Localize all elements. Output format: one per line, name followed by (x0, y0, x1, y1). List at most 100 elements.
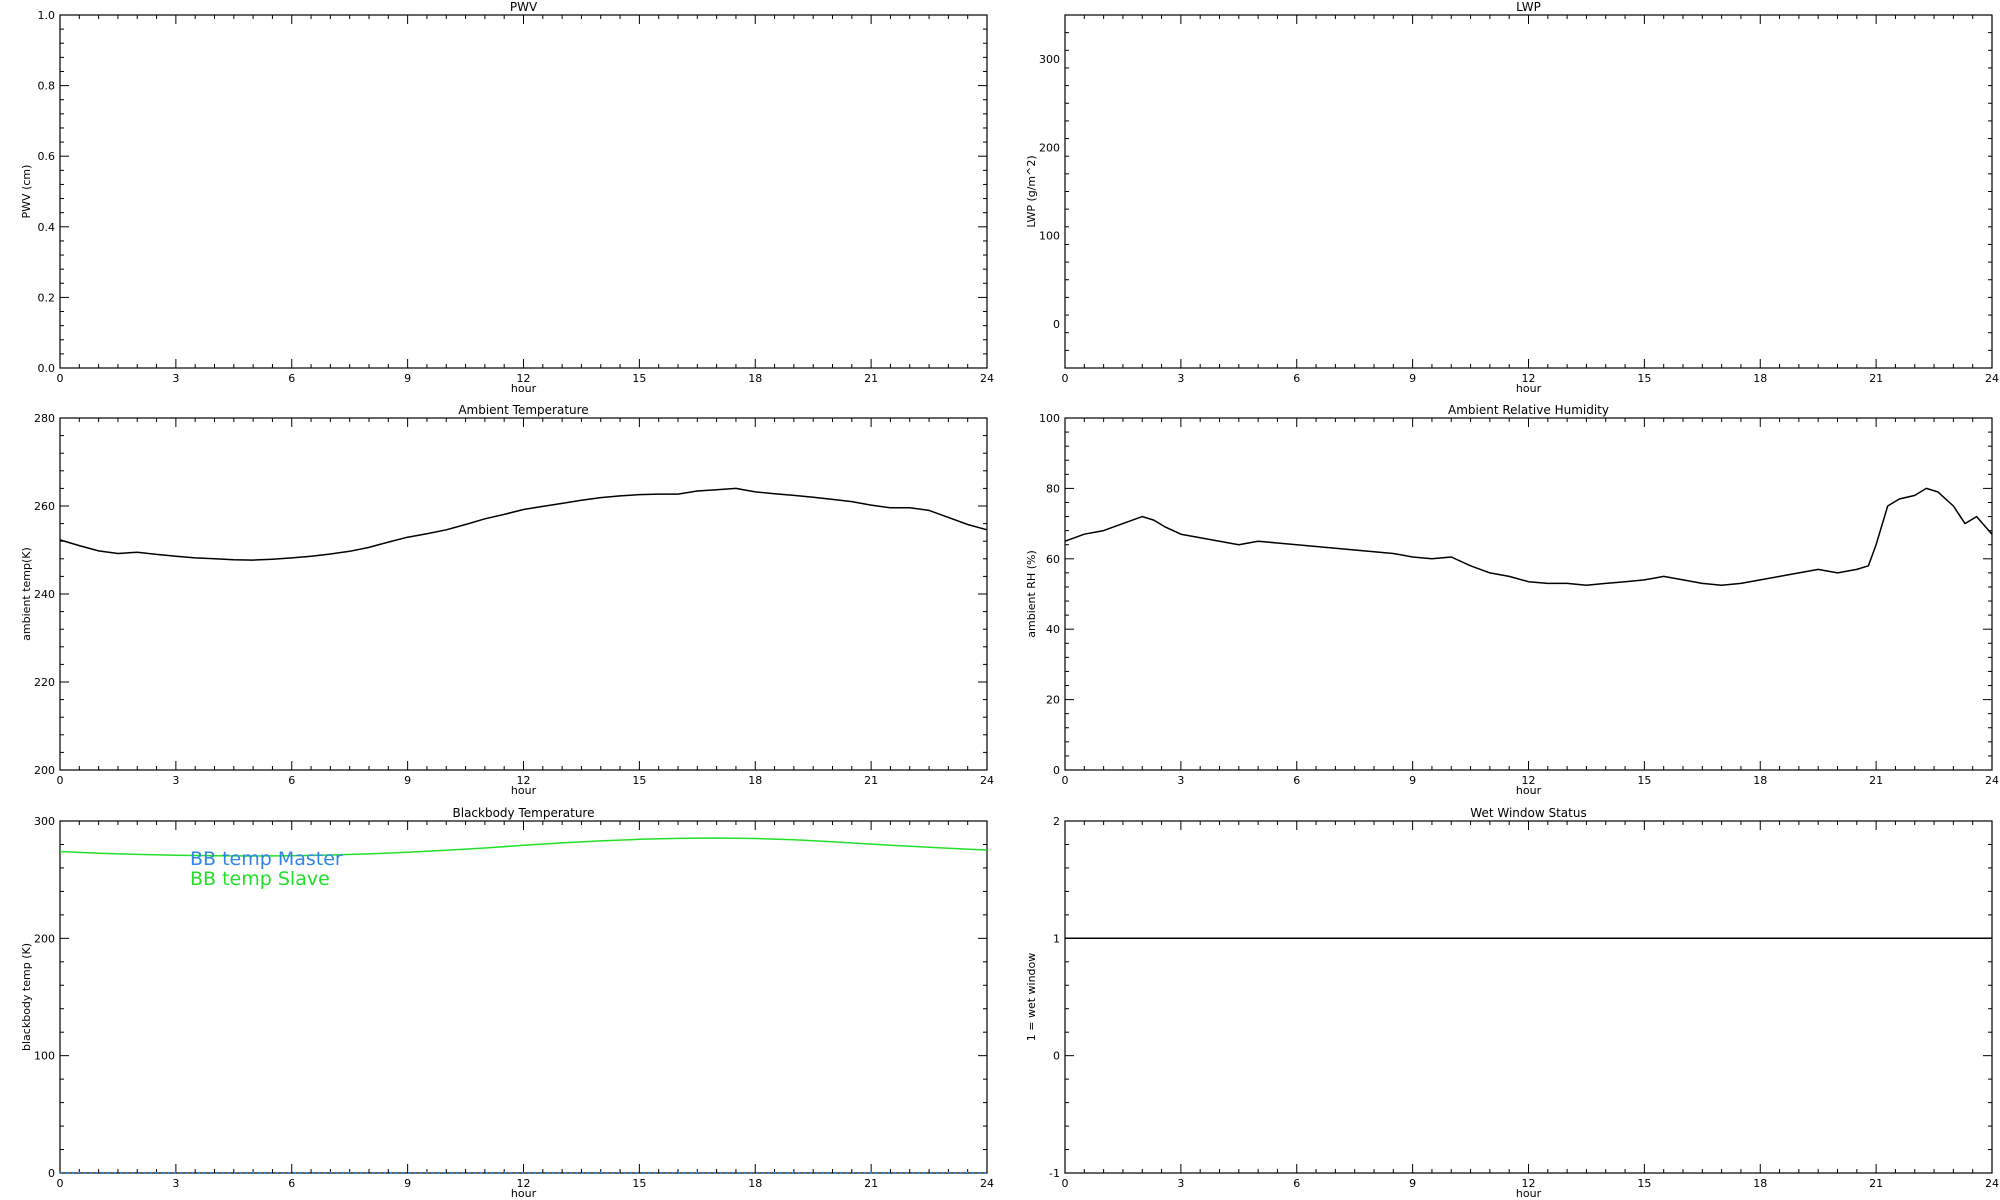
y-tick-label: 40 (1046, 623, 1060, 636)
x-tick-label: 0 (1062, 774, 1069, 787)
x-tick-label: 18 (748, 372, 762, 385)
x-tick-label: 21 (1869, 774, 1883, 787)
chart-title: Ambient Temperature (458, 403, 588, 417)
y-tick-label: 280 (34, 412, 55, 425)
x-tick-label: 18 (1753, 774, 1767, 787)
x-axis-label: hour (1516, 1187, 1542, 1200)
x-tick-label: 3 (1177, 774, 1184, 787)
chart-panel-3: Ambient Temperature 0 3 6 9 12 15 18 21 24 hour 200… (20, 403, 994, 797)
x-tick-label: 21 (864, 372, 878, 385)
x-tick-label: 3 (172, 372, 179, 385)
x-tick-label: 12 (1522, 774, 1536, 787)
x-tick-label: 12 (517, 774, 531, 787)
x-tick-label: 18 (1753, 372, 1767, 385)
x-tick-label: 3 (1177, 372, 1184, 385)
x-tick-label: 18 (748, 1177, 762, 1190)
y-tick-label: 1.0 (38, 9, 56, 22)
y-tick-label: 0 (1053, 764, 1060, 777)
y-axis-label: 1 = wet window (1025, 953, 1038, 1042)
x-axis-label: hour (511, 382, 537, 395)
chart-title: LWP (1516, 0, 1541, 14)
y-tick-label: 240 (34, 588, 55, 601)
x-tick-label: 6 (288, 1177, 295, 1190)
x-tick-label: 6 (288, 774, 295, 787)
y-tick-label: 1 (1053, 932, 1060, 945)
x-tick-label: 24 (1985, 774, 1999, 787)
y-tick-label: 0 (48, 1167, 55, 1180)
x-tick-label: 21 (864, 1177, 878, 1190)
chart-title: PWV (510, 0, 538, 14)
x-tick-label: 0 (1062, 1177, 1069, 1190)
x-tick-label: 15 (632, 372, 646, 385)
plot-frame (59, 417, 988, 771)
y-tick-label: -1 (1049, 1167, 1060, 1180)
x-tick-label: 12 (517, 372, 531, 385)
x-tick-label: 9 (1409, 372, 1416, 385)
chart-panel-4: Ambient Relative Humidity 0 3 6 9 12 15 18 21 24 h… (1025, 403, 1999, 797)
x-tick-label: 6 (1293, 774, 1300, 787)
x-tick-label: 24 (1985, 372, 1999, 385)
x-tick-label: 9 (404, 1177, 411, 1190)
series-line-1 (59, 487, 988, 561)
x-axis-label: hour (1516, 784, 1542, 797)
x-tick-label: 0 (57, 1177, 64, 1190)
y-axis-label: LWP (g/m^2) (1025, 155, 1038, 227)
x-tick-label: 12 (1522, 372, 1536, 385)
x-tick-label: 12 (517, 1177, 531, 1190)
legend-entry: BB temp Master (190, 848, 343, 870)
plot-frame (1064, 820, 1993, 1174)
x-tick-label: 24 (1985, 1177, 1999, 1190)
x-tick-label: 0 (1062, 372, 1069, 385)
x-tick-label: 24 (980, 774, 994, 787)
y-tick-label: 0.6 (38, 150, 56, 163)
y-tick-label: 300 (1039, 53, 1060, 66)
y-tick-label: 60 (1046, 553, 1060, 566)
x-tick-label: 15 (1637, 1177, 1651, 1190)
series-line-1 (1064, 487, 1993, 586)
y-axis-label: PWV (cm) (20, 165, 33, 219)
plot-frame (1064, 417, 1993, 771)
legend-entry: BB temp Slave (190, 868, 330, 890)
y-tick-label: 2 (1053, 815, 1060, 828)
chart-panel-2: LWP 0 3 6 9 12 15 18 21 24 hour 0 100 200 300 LWP (g/m^… (1025, 0, 1999, 395)
x-tick-label: 3 (172, 774, 179, 787)
y-tick-label: 100 (1039, 230, 1060, 243)
y-tick-label: 80 (1046, 482, 1060, 495)
x-tick-label: 9 (404, 774, 411, 787)
x-tick-label: 6 (288, 372, 295, 385)
y-tick-label: 300 (34, 815, 55, 828)
x-tick-label: 3 (172, 1177, 179, 1190)
chart-panel-1: PWV 0 3 6 9 12 15 18 21 24 hour 0.0 0.2 0.4 0.6 0.8 1.0 P… (20, 0, 994, 395)
x-tick-label: 6 (1293, 1177, 1300, 1190)
y-tick-label: 0.8 (38, 80, 56, 93)
y-tick-label: 20 (1046, 694, 1060, 707)
x-tick-label: 24 (980, 372, 994, 385)
x-tick-label: 15 (632, 1177, 646, 1190)
y-tick-label: 0.0 (38, 362, 56, 375)
plot-frame (1064, 14, 1993, 369)
x-tick-label: 21 (1869, 372, 1883, 385)
chart-title: Ambient Relative Humidity (1448, 403, 1609, 417)
x-tick-label: 21 (1869, 1177, 1883, 1190)
x-tick-label: 15 (1637, 774, 1651, 787)
x-tick-label: 0 (57, 774, 64, 787)
x-tick-label: 15 (632, 774, 646, 787)
x-axis-label: hour (1516, 382, 1542, 395)
plot-frame (59, 14, 988, 369)
x-tick-label: 12 (1522, 1177, 1536, 1190)
chart-title: Wet Window Status (1470, 806, 1586, 820)
chart-panel-5: Blackbody Temperature 0 3 6 9 12 15 18 21 24 hour 0… (20, 806, 994, 1200)
x-tick-label: 18 (748, 774, 762, 787)
y-tick-label: 200 (34, 764, 55, 777)
x-tick-label: 9 (1409, 1177, 1416, 1190)
y-tick-label: 200 (1039, 141, 1060, 154)
y-tick-label: 0.2 (38, 291, 56, 304)
x-tick-label: 18 (1753, 1177, 1767, 1190)
x-tick-label: 9 (404, 372, 411, 385)
y-axis-label: ambient temp(K) (20, 547, 33, 641)
y-tick-label: 0 (1053, 1050, 1060, 1063)
y-axis-label: ambient RH (%) (1025, 550, 1038, 638)
x-axis-label: hour (511, 784, 537, 797)
x-tick-label: 3 (1177, 1177, 1184, 1190)
